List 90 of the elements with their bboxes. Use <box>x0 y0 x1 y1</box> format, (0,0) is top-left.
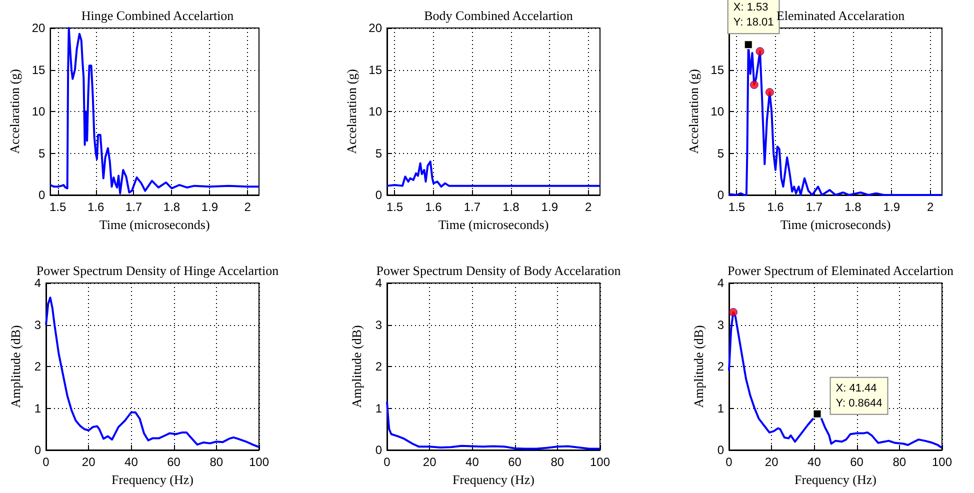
x-tick-label: 20 <box>764 455 779 469</box>
y-tick-label: 3 <box>34 318 42 332</box>
x-tick-label: 100 <box>590 455 610 469</box>
y-tick-label: 5 <box>717 146 724 160</box>
x-tick-label: 2 <box>927 200 934 214</box>
y-tick-label: 15 <box>32 62 46 77</box>
x-axis-title: Frequency (Hz) <box>452 472 534 487</box>
y-tick-label: 1 <box>375 401 382 416</box>
y-tick-label: 0 <box>717 443 724 457</box>
chart-title: Power Spectrum Density of Body Accelaration <box>376 263 622 278</box>
x-tick-label: 1.5 <box>728 200 746 214</box>
x-tick-label: 1.8 <box>502 200 520 214</box>
y-tick-label: 0 <box>375 188 382 202</box>
chart-title: Body Combined Accelartion <box>424 8 574 23</box>
y-axis-title: Amplitude (dB) <box>349 325 364 408</box>
x-tick-label: 1.7 <box>125 200 142 214</box>
annotation: X: 41.44 Y: 0.8644 <box>836 382 882 410</box>
y-tick-label: 0 <box>38 188 46 202</box>
y-tick-label: 15 <box>368 62 382 77</box>
x-axis-title: Time (microseconds) <box>438 216 549 232</box>
y-tick-label: 5 <box>375 146 382 160</box>
x-tick-label: 2 <box>585 200 592 214</box>
chart-title: Eleminated Accelaration <box>776 8 906 23</box>
x-tick-label: 60 <box>167 455 181 469</box>
y-tick-label: 15 <box>710 62 724 77</box>
point <box>765 88 774 97</box>
x-tick-label: 1.8 <box>844 200 862 214</box>
x-tick-label: 20 <box>422 455 437 469</box>
chart-title: Power Spectrum of Eleminated Accelartion <box>728 263 954 278</box>
y-tick-label: 20 <box>32 21 46 35</box>
y-tick-label: 10 <box>32 104 46 118</box>
y-axis-title: Accelaration (g) <box>7 69 22 154</box>
x-tick-label: 1.6 <box>767 200 784 214</box>
x-tick-label: 60 <box>850 455 864 469</box>
x-tick-label: 1.8 <box>163 200 180 214</box>
x-tick-label: 60 <box>508 455 522 469</box>
x-tick-label: 1.5 <box>386 200 404 214</box>
x-tick-label: 40 <box>466 455 480 469</box>
x-tick-label: 1.9 <box>883 200 900 214</box>
line-series <box>386 160 601 188</box>
y-tick-label: 10 <box>368 104 382 118</box>
x-tick-label: 1.6 <box>425 200 442 214</box>
x-tick-label: 100 <box>932 455 952 469</box>
y-tick-label: 2 <box>717 360 724 374</box>
y-tick-label: 4 <box>34 276 42 290</box>
chart-title: Hinge Combined Accelartion <box>81 8 234 23</box>
x-tick-label: 40 <box>808 455 822 469</box>
point <box>756 47 764 56</box>
line-series <box>49 27 260 194</box>
line-series <box>45 296 260 448</box>
y-tick-label: 1 <box>717 401 724 416</box>
y-tick-label: 20 <box>368 21 382 35</box>
x-tick-label: 80 <box>892 455 906 469</box>
x-tick-label: 80 <box>550 455 564 469</box>
x-tick-label: 40 <box>124 455 138 469</box>
y-axis-title: Amplitude (dB) <box>691 325 706 408</box>
x-tick-label: 80 <box>210 455 224 469</box>
y-tick-label: 4 <box>375 276 382 290</box>
x-tick-label: 2 <box>244 200 252 214</box>
x-tick-label: 0 <box>384 455 391 469</box>
y-axis-title: Accelaration (g) <box>344 69 359 154</box>
x-axis-title: Frequency (Hz) <box>112 472 194 487</box>
y-tick-label: 5 <box>38 146 46 160</box>
annotation: X: 1.53 Y: 18.01 <box>733 2 774 29</box>
y-tick-label: 0 <box>375 443 382 457</box>
y-tick-label: 0 <box>34 443 42 457</box>
y-tick-label: 0 <box>717 188 724 202</box>
x-tick-label: 1.6 <box>87 200 104 214</box>
x-tick-label: 1.7 <box>464 200 481 214</box>
x-axis-title: Frequency (Hz) <box>794 472 876 487</box>
x-tick-label: 1.5 <box>49 200 67 214</box>
x-tick-label: 1.7 <box>806 200 823 214</box>
chart-title: Power Spectrum Density of Hinge Accelartion <box>36 263 280 278</box>
y-tick-label: 4 <box>717 276 724 290</box>
y-tick-label: 3 <box>717 318 724 332</box>
x-tick-label: 1.9 <box>541 200 558 214</box>
x-tick-label: 20 <box>82 455 96 469</box>
y-axis-title: Amplitude (dB) <box>8 325 23 408</box>
y-tick-label: 10 <box>710 104 724 118</box>
y-tick-label: 2 <box>375 360 382 374</box>
x-tick-label: 0 <box>726 455 733 469</box>
point <box>750 80 758 90</box>
y-axis-title: Accelaration (g) <box>686 69 701 154</box>
x-tick-label: 1.9 <box>201 200 218 214</box>
y-tick-label: 3 <box>375 318 382 332</box>
x-axis-title: Time (microseconds) <box>99 216 210 232</box>
x-axis-title: Time (microseconds) <box>780 216 891 232</box>
y-tick-label: 2 <box>34 360 42 374</box>
y-tick-label: 1 <box>34 401 42 416</box>
x-tick-label: 100 <box>248 455 270 469</box>
